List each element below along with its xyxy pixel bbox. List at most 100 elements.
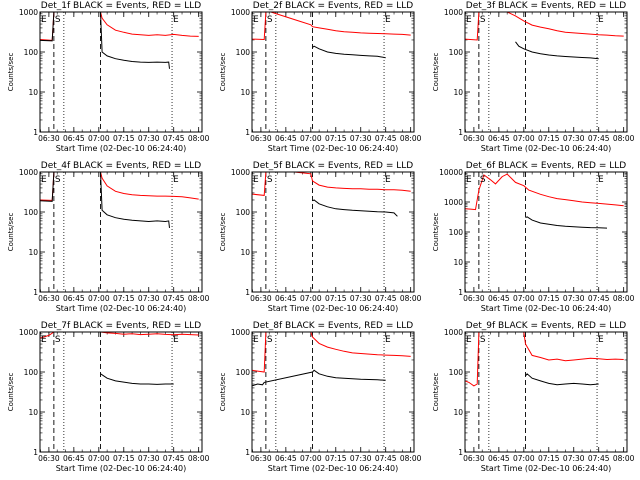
lld-series-line [252,12,411,41]
x-tick-label: 06:45 [275,134,297,143]
detector-panel: Det_4f BLACK = Events, RED = LLD Counts/s… [7,161,210,313]
event-marker-label: E [41,15,47,25]
x-tick-label: 07:00 [300,454,322,463]
x-tick-label: 07:00 [513,134,535,143]
y-tick-label: 100 [24,368,39,377]
y-tick-label: 10 [240,408,250,417]
y-tick-label: 1 [33,128,38,137]
y-tick-label: 10000 [439,168,463,177]
x-tick-label: 07:00 [300,134,322,143]
x-tick-label: 07:30 [350,134,372,143]
events-series-line [525,373,599,386]
lld-series-line [465,332,624,387]
y-tick-label: 1 [245,288,250,297]
y-tick-label: 1000 [19,168,38,177]
x-tick-label: 06:45 [275,294,297,303]
panel-title: Det_5f BLACK = Events, RED = LLD [253,161,413,171]
event-marker-label: E [253,335,259,345]
y-axis-label: Counts/sec [219,213,227,252]
x-tick-label: 07:00 [88,454,110,463]
y-tick-label: 100 [236,48,251,57]
event-marker-label: E [466,335,472,345]
x-tick-label: 06:45 [63,294,85,303]
x-tick-label: 08:00 [400,134,422,143]
y-tick-label: 1000 [444,8,463,17]
x-tick-label: 07:45 [163,134,185,143]
y-axis-label: Counts/sec [219,373,227,412]
panel-title: Det_1f BLACK = Events, RED = LLD [41,1,201,11]
detector-panel: Det_5f BLACK = Events, RED = LLD Counts/s… [219,161,422,313]
x-tick-label: 07:15 [113,294,135,303]
x-tick-label: 07:30 [138,134,160,143]
x-tick-label: 07:15 [325,134,347,143]
event-marker-label: E [253,175,259,185]
x-tick-label: 07:45 [588,134,610,143]
panel-title: Det_7f BLACK = Events, RED = LLD [41,321,201,331]
panel-title: Det_9f BLACK = Events, RED = LLD [466,321,626,331]
events-series-line [100,373,174,385]
y-tick-label: 1 [33,448,38,457]
event-marker-label: S [267,175,273,185]
x-tick-label: 07:45 [163,294,185,303]
x-tick-label: 06:30 [250,134,272,143]
event-marker-label: E [41,175,47,185]
lld-series-line [252,172,411,196]
y-tick-label: 1000 [231,168,250,177]
lld-series-line [40,12,199,41]
x-tick-label: 06:45 [63,454,85,463]
panel-title: Det_3f BLACK = Events, RED = LLD [466,1,626,11]
x-tick-label: 07:00 [513,294,535,303]
x-axis-label: Start Time (02-Dec-10 06:24:40) [56,464,187,473]
x-axis-label: Start Time (02-Dec-10 06:24:40) [481,464,612,473]
x-tick-label: 07:45 [588,294,610,303]
y-axis-label: Counts/sec [432,373,440,412]
x-tick-label: 08:00 [188,294,210,303]
x-tick-label: 08:00 [188,454,210,463]
events-series-line [312,45,386,59]
x-tick-label: 06:30 [463,294,485,303]
panel-title: Det_2f BLACK = Events, RED = LLD [253,1,413,11]
x-tick-label: 07:15 [325,294,347,303]
event-marker-label: E [598,175,604,185]
plot-frame [39,11,203,133]
y-axis-label: Counts/sec [432,213,440,252]
panel-title: Det_4f BLACK = Events, RED = LLD [41,161,201,171]
y-tick-label: 100 [449,368,464,377]
x-tick-label: 06:30 [38,454,60,463]
detector-panel: Det_8f BLACK = Events, RED = LLD Counts/s… [219,321,422,473]
y-tick-label: 100 [236,208,251,217]
y-tick-label: 100 [24,208,39,217]
detector-panel: Det_9f BLACK = Events, RED = LLD Counts/s… [432,321,635,473]
y-tick-label: 100 [449,228,464,237]
x-tick-label: 07:30 [350,454,372,463]
event-marker-label: E [598,335,604,345]
x-tick-label: 07:30 [563,294,585,303]
x-tick-label: 07:30 [138,454,160,463]
event-marker-label: S [55,335,61,345]
x-tick-label: 08:00 [613,454,635,463]
x-tick-label: 07:45 [588,454,610,463]
x-axis-label: Start Time (02-Dec-10 06:24:40) [481,304,612,313]
x-tick-label: 06:30 [38,294,60,303]
lld-series-line [40,172,199,201]
event-marker-label: S [480,175,486,185]
x-axis-label: Start Time (02-Dec-10 06:24:40) [56,144,187,153]
x-tick-label: 07:15 [538,454,560,463]
event-marker-label: E [466,175,472,185]
plot-frame [39,331,203,453]
y-axis-label: Counts/sec [7,373,15,412]
x-tick-label: 07:30 [350,294,372,303]
x-tick-label: 07:30 [563,134,585,143]
x-tick-label: 07:45 [375,294,397,303]
x-tick-label: 06:45 [488,294,510,303]
y-tick-label: 10 [28,88,38,97]
x-axis-label: Start Time (02-Dec-10 06:24:40) [481,144,612,153]
x-tick-label: 07:45 [375,454,397,463]
y-tick-label: 10 [240,88,250,97]
y-tick-label: 100 [236,368,251,377]
x-tick-label: 08:00 [400,454,422,463]
plot-frame [251,11,415,133]
y-tick-label: 1 [245,448,250,457]
x-tick-label: 06:30 [463,454,485,463]
x-tick-label: 07:45 [375,134,397,143]
